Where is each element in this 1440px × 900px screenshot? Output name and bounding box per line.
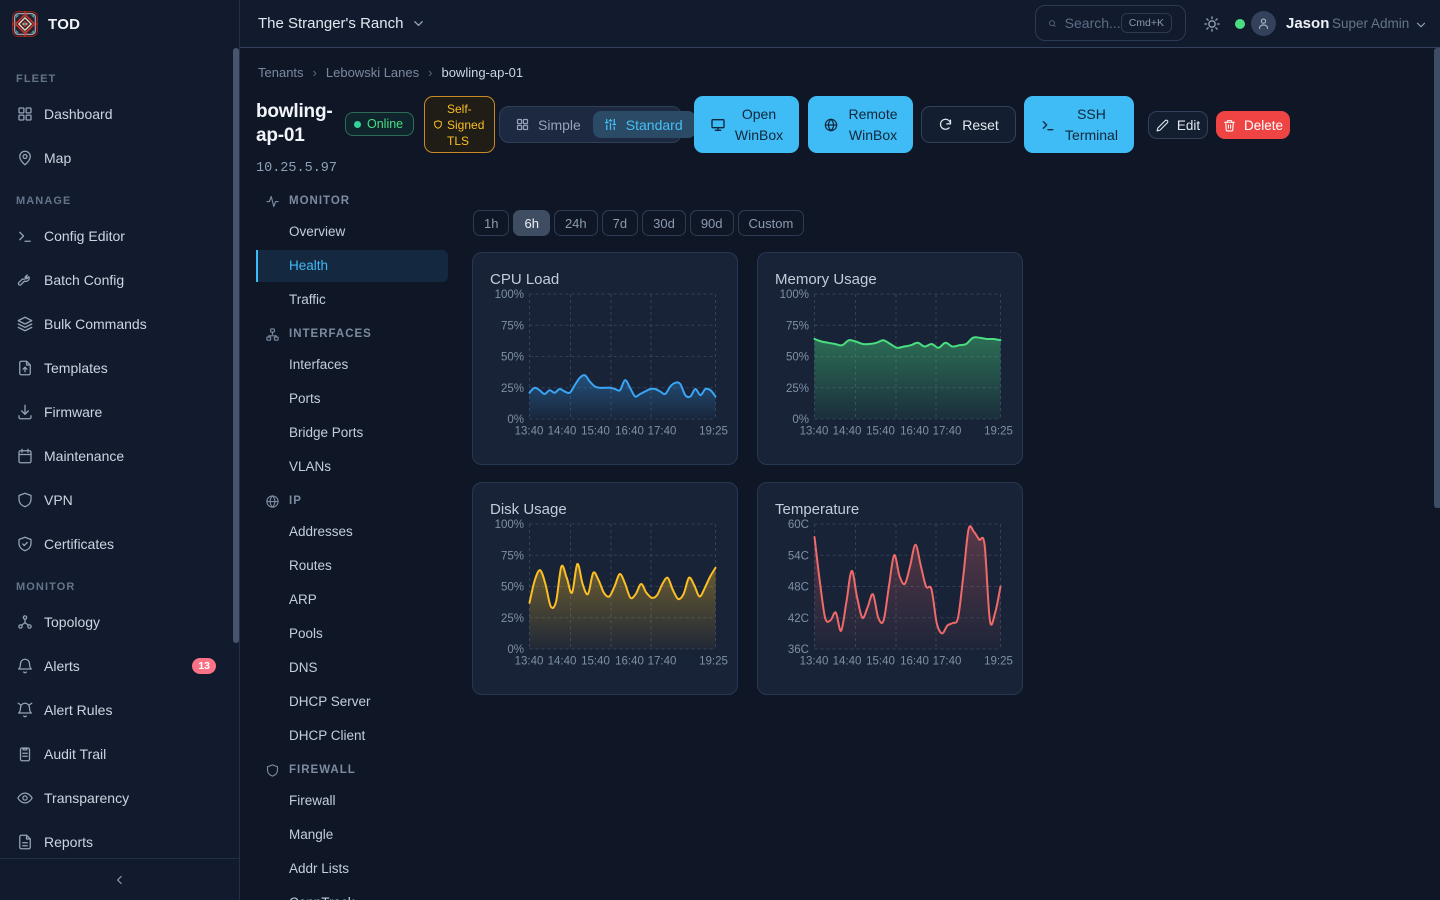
svg-text:36C: 36C <box>788 644 809 656</box>
svg-text:42C: 42C <box>788 613 809 625</box>
svg-text:75%: 75% <box>786 320 809 332</box>
svg-text:14:40: 14:40 <box>833 656 862 668</box>
svg-text:48C: 48C <box>788 582 809 594</box>
svg-text:14:40: 14:40 <box>548 656 577 668</box>
svg-text:16:40: 16:40 <box>615 426 644 438</box>
svg-text:15:40: 15:40 <box>581 426 610 438</box>
svg-text:60C: 60C <box>788 519 809 531</box>
svg-text:100%: 100% <box>495 289 524 301</box>
svg-text:0%: 0% <box>507 414 524 426</box>
svg-text:50%: 50% <box>786 352 809 364</box>
svg-text:25%: 25% <box>501 613 524 625</box>
svg-text:15:40: 15:40 <box>866 426 895 438</box>
svg-text:25%: 25% <box>501 383 524 395</box>
svg-text:15:40: 15:40 <box>581 656 610 668</box>
svg-text:25%: 25% <box>786 383 809 395</box>
svg-text:17:40: 17:40 <box>648 656 677 668</box>
svg-text:0%: 0% <box>792 414 809 426</box>
svg-text:15:40: 15:40 <box>866 656 895 668</box>
svg-text:17:40: 17:40 <box>933 426 962 438</box>
svg-text:75%: 75% <box>501 550 524 562</box>
svg-text:14:40: 14:40 <box>548 426 577 438</box>
svg-text:16:40: 16:40 <box>615 656 644 668</box>
svg-text:19:25: 19:25 <box>699 656 728 668</box>
svg-text:13:40: 13:40 <box>800 426 829 438</box>
svg-text:100%: 100% <box>780 289 809 301</box>
svg-text:16:40: 16:40 <box>900 656 929 668</box>
svg-text:50%: 50% <box>501 352 524 364</box>
svg-text:54C: 54C <box>788 550 809 562</box>
svg-text:14:40: 14:40 <box>833 426 862 438</box>
svg-text:17:40: 17:40 <box>933 656 962 668</box>
svg-text:13:40: 13:40 <box>515 426 544 438</box>
svg-text:17:40: 17:40 <box>648 426 677 438</box>
svg-text:19:25: 19:25 <box>699 426 728 438</box>
svg-text:100%: 100% <box>495 519 524 531</box>
svg-text:13:40: 13:40 <box>800 656 829 668</box>
svg-text:16:40: 16:40 <box>900 426 929 438</box>
svg-text:75%: 75% <box>501 320 524 332</box>
svg-text:0%: 0% <box>507 644 524 656</box>
svg-text:19:25: 19:25 <box>984 426 1013 438</box>
svg-text:19:25: 19:25 <box>984 656 1013 668</box>
svg-text:50%: 50% <box>501 582 524 594</box>
svg-text:13:40: 13:40 <box>515 656 544 668</box>
